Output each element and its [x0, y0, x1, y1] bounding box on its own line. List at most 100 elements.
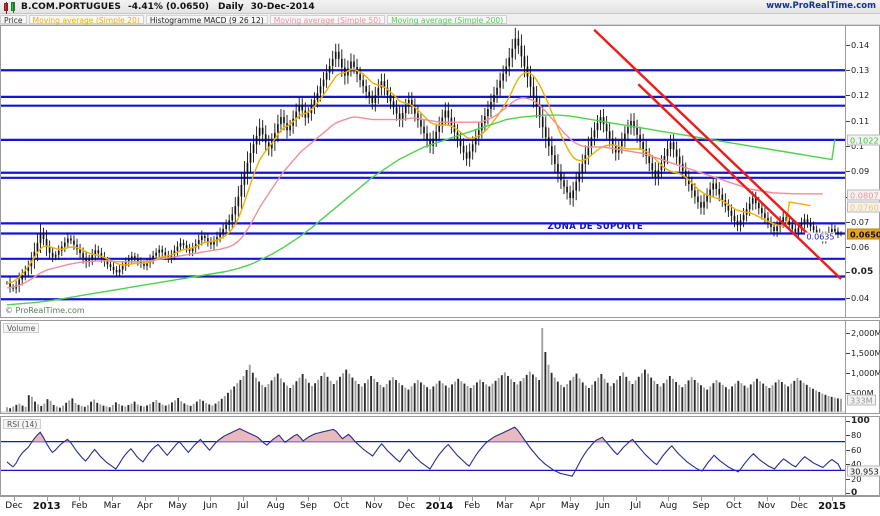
- instrument-symbol: B.COM.PORTUGUES: [21, 1, 121, 12]
- rsi-plot-area[interactable]: [1, 417, 845, 495]
- price-tick-label: 0.06: [851, 242, 870, 253]
- rsi-tick-mark: [846, 435, 850, 437]
- trendline-lower-parallel: [637, 83, 842, 280]
- date-x-axis: Dec 2013 Feb Mar Apr May Jun Jul Aug Sep Oct Nov Dec…: [0, 496, 880, 516]
- price-tick-mark: [846, 221, 850, 223]
- date-tick-mark: [799, 497, 801, 501]
- date-tick-label: 2015: [818, 501, 846, 512]
- volume-bars: [6, 328, 842, 412]
- ma200-value: 0.1022: [847, 134, 880, 146]
- volume-panel-label[interactable]: Volume: [3, 323, 40, 333]
- rsi-tick-label: 100: [851, 416, 870, 426]
- price-y-axis: 0.140.130.120.110.10.090.080.070.060.050…: [846, 25, 880, 318]
- rsi-tick-label: 80: [851, 430, 862, 441]
- ma-line-moving-average-simple-50-: [6, 97, 823, 289]
- price-chart-panel[interactable]: ZONA DE SUPORTE 0.0635 © ProRealTime.com: [0, 25, 846, 318]
- date-tick-label: Nov: [757, 501, 776, 511]
- date-tick-label: Dec: [5, 501, 23, 511]
- provider-url: www.ProRealTime.com: [766, 1, 876, 11]
- volume-chart-panel[interactable]: Volume: [0, 320, 846, 414]
- date-tick-mark: [177, 497, 179, 501]
- legend-item-macd[interactable]: Histogramme MACD (9 26 12): [145, 14, 268, 25]
- date-tick-label: Oct: [726, 501, 742, 511]
- rsi-panel-label[interactable]: RSI (14): [3, 419, 42, 429]
- volume-plot-area[interactable]: [1, 321, 845, 413]
- zona-de-suporte-annotation: ZONA DE SUPORTE: [547, 221, 644, 232]
- price-tick-label: 0.11: [851, 115, 870, 126]
- date-tick-label: Dec: [397, 501, 416, 511]
- date-tick-mark: [210, 497, 212, 501]
- date-tick-label: Jun: [595, 501, 610, 511]
- price-tick-label: 0.05: [851, 267, 874, 278]
- rsi-tick-mark: [846, 421, 850, 422]
- date-tick-mark: [537, 497, 539, 501]
- rsi-tick-label: 0: [851, 488, 858, 498]
- price-tick-mark: [846, 297, 850, 299]
- price-tick-mark: [846, 44, 850, 46]
- date-tick-mark: [701, 497, 703, 501]
- price-tick-mark: [846, 247, 850, 249]
- legend-item-ma20[interactable]: Moving average (Simple 20): [28, 14, 144, 25]
- price-tick-label: 0.14: [851, 39, 870, 50]
- price-tick-mark: [846, 120, 850, 122]
- price-tick-label: 0.12: [851, 90, 870, 101]
- date-tick-mark: [243, 497, 245, 501]
- rsi-value: 30.953: [847, 465, 880, 477]
- date-tick-mark: [79, 497, 81, 501]
- indicator-legend-bar: Price Moving average (Simple 20) Histogr…: [0, 14, 880, 25]
- price-tick-label: 0.09: [851, 166, 870, 177]
- price-tick-mark: [846, 95, 850, 97]
- date-tick-mark: [602, 497, 604, 501]
- volume-tick-label: 1,000M: [851, 368, 880, 378]
- rsi-tick-label: 60: [851, 444, 862, 455]
- price-tick-label: 0.13: [851, 65, 870, 76]
- date-tick-label: May: [560, 501, 580, 511]
- price-change: -4.41% (0.0650): [127, 1, 210, 12]
- volume-tick-mark: [846, 333, 850, 334]
- trendline-upper-resistance: [593, 28, 813, 239]
- title-bar: B.COM.PORTUGUES -4.41% (0.0650) Daily 30…: [0, 0, 880, 14]
- ma20-value: 0.0760: [847, 201, 880, 213]
- price-plot-area[interactable]: ZONA DE SUPORTE 0.0635: [1, 26, 845, 317]
- date-tick-mark: [14, 497, 15, 501]
- ma-line-moving-average-simple-20-: [6, 68, 811, 285]
- date-tick-label: 2013: [32, 501, 61, 512]
- date-tick-mark: [406, 497, 408, 501]
- volume-value: 333M: [847, 394, 876, 406]
- rsi-chart-panel[interactable]: RSI (14): [0, 416, 846, 496]
- date-tick-label: May: [168, 501, 187, 511]
- date-tick-label: Oct: [333, 501, 349, 511]
- rsi-svg: [1, 426, 845, 477]
- volume-tick-label: 1,500M: [851, 348, 880, 358]
- rsi-tick-mark: [846, 478, 850, 480]
- date-tick-label: Mar: [496, 501, 514, 511]
- date-tick-mark: [373, 497, 375, 501]
- volume-tick-mark: [846, 373, 850, 374]
- price-tick-mark: [846, 272, 850, 274]
- candlestick-icon: [2, 1, 18, 14]
- volume-y-axis: 2,000M 1,500M 1,000M 500M 333M: [846, 320, 880, 414]
- price-tick-mark: [846, 171, 850, 173]
- legend-item-price[interactable]: Price: [0, 14, 27, 25]
- date-tick-mark: [46, 497, 48, 501]
- rsi-overbought-fill: [7, 427, 841, 442]
- date-tick-mark: [504, 497, 506, 501]
- date-tick-label: Jul: [237, 501, 249, 511]
- date-tick-label: Apr: [529, 501, 546, 511]
- date-tick-label: 2014: [425, 501, 454, 512]
- price-tick-label: 0.04: [851, 292, 870, 303]
- ma50-value: 0.0807: [847, 189, 880, 201]
- watermark: © ProRealTime.com: [5, 306, 85, 315]
- price-tick-mark: [846, 145, 850, 147]
- legend-item-ma50[interactable]: Moving average (Simple 50): [269, 14, 386, 25]
- date-tick-mark: [308, 497, 310, 501]
- rsi-line: [6, 426, 842, 477]
- date-tick-mark: [570, 497, 572, 501]
- legend-item-ma200[interactable]: Moving average (Simple 200): [387, 14, 508, 25]
- rsi-y-axis: 100 80 60 40 20 0 30.953: [846, 416, 880, 498]
- rsi-tick-label: 20: [851, 473, 862, 484]
- date-tick-mark: [766, 497, 768, 501]
- date-tick-mark: [472, 497, 474, 501]
- date-tick-label: Mar: [103, 501, 121, 511]
